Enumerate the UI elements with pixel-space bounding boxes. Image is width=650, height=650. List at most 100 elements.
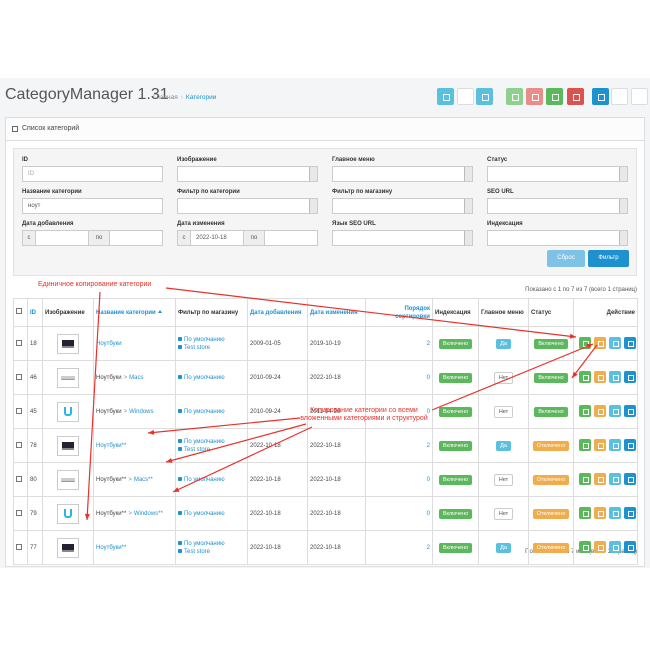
action-button[interactable]: [594, 336, 606, 349]
status-badge[interactable]: Отключено: [532, 440, 570, 451]
checkbox[interactable]: [16, 407, 22, 414]
toolbar-button[interactable]: [506, 88, 523, 105]
indexing-badge[interactable]: Включено: [438, 372, 473, 383]
category-link[interactable]: Macs: [129, 374, 144, 381]
indexing-badge[interactable]: Включено: [438, 508, 473, 519]
checkbox[interactable]: [16, 339, 22, 346]
indexing-badge[interactable]: Включено: [438, 542, 473, 553]
menu-badge[interactable]: Нет: [493, 507, 514, 520]
status-badge[interactable]: Включено: [534, 372, 568, 383]
action-button[interactable]: [624, 540, 636, 553]
action-button[interactable]: [594, 506, 606, 519]
store-link[interactable]: По умолчанию: [178, 476, 245, 484]
status-badge[interactable]: Отключено: [532, 508, 570, 519]
action-button[interactable]: [624, 438, 636, 451]
toolbar-button[interactable]: [631, 88, 648, 105]
reset-button[interactable]: Сброс: [547, 250, 585, 267]
menu-badge[interactable]: Нет: [493, 371, 514, 384]
action-button[interactable]: [609, 438, 621, 451]
checkbox[interactable]: [16, 475, 22, 482]
select-input[interactable]: [487, 198, 628, 214]
checkbox[interactable]: [16, 509, 22, 516]
action-button[interactable]: [609, 404, 621, 417]
checkbox[interactable]: [16, 308, 22, 314]
menu-badge[interactable]: Да: [496, 338, 511, 349]
status-badge[interactable]: Отключено: [532, 474, 570, 485]
store-link[interactable]: По умолчанию: [178, 336, 245, 344]
sort-link[interactable]: Дата изменения: [310, 309, 358, 316]
indexing-badge[interactable]: Включено: [438, 406, 473, 417]
action-button[interactable]: [609, 472, 621, 485]
store-link[interactable]: Test store: [178, 548, 245, 556]
date-input[interactable]: [264, 230, 318, 246]
select-input[interactable]: [177, 198, 318, 214]
action-button[interactable]: [579, 404, 591, 417]
indexing-badge[interactable]: Включено: [438, 440, 473, 451]
select-input[interactable]: [332, 230, 473, 246]
select-input[interactable]: [487, 166, 628, 182]
category-link[interactable]: Windows**: [133, 510, 163, 517]
action-button[interactable]: [594, 404, 606, 417]
toolbar-button[interactable]: [437, 88, 454, 105]
toolbar-button[interactable]: [567, 88, 584, 105]
action-button[interactable]: [624, 336, 636, 349]
action-button[interactable]: [579, 506, 591, 519]
toolbar-button[interactable]: [592, 88, 609, 105]
category-link[interactable]: Ноутбуки**: [96, 442, 127, 449]
action-button[interactable]: [579, 370, 591, 383]
category-link[interactable]: Windows: [129, 408, 154, 415]
action-button[interactable]: [579, 540, 591, 553]
text-input[interactable]: ID: [22, 166, 163, 182]
menu-badge[interactable]: Нет: [493, 473, 514, 486]
sort-link[interactable]: Дата добавления: [250, 309, 302, 316]
store-link[interactable]: По умолчанию: [178, 374, 245, 382]
category-link[interactable]: Macs**: [133, 476, 153, 483]
indexing-badge[interactable]: Включено: [438, 338, 473, 349]
toolbar-button[interactable]: [526, 88, 543, 105]
status-badge[interactable]: Включено: [534, 338, 568, 349]
checkbox[interactable]: [16, 543, 22, 550]
status-badge[interactable]: Включено: [534, 406, 568, 417]
action-button[interactable]: [624, 404, 636, 417]
category-link[interactable]: Ноутбуки: [96, 340, 122, 347]
filter-button[interactable]: Фильтр: [588, 250, 629, 267]
store-link[interactable]: По умолчанию: [178, 510, 245, 518]
action-button[interactable]: [594, 438, 606, 451]
action-button[interactable]: [594, 540, 606, 553]
action-button[interactable]: [609, 370, 621, 383]
action-button[interactable]: [594, 472, 606, 485]
store-link[interactable]: Test store: [178, 446, 245, 454]
store-link[interactable]: По умолчанию: [178, 438, 245, 446]
category-link[interactable]: Ноутбуки**: [96, 544, 127, 551]
sort-link[interactable]: ID: [30, 309, 36, 316]
store-link[interactable]: Test store: [178, 344, 245, 352]
action-button[interactable]: [624, 472, 636, 485]
date-input[interactable]: [35, 230, 89, 246]
action-button[interactable]: [609, 506, 621, 519]
action-button[interactable]: [579, 472, 591, 485]
toolbar-button[interactable]: [611, 88, 628, 105]
date-input[interactable]: [109, 230, 163, 246]
action-button[interactable]: [579, 336, 591, 349]
action-button[interactable]: [609, 540, 621, 553]
indexing-badge[interactable]: Включено: [438, 474, 473, 485]
status-badge[interactable]: Отключено: [532, 542, 570, 553]
select-input[interactable]: [332, 198, 473, 214]
action-button[interactable]: [579, 438, 591, 451]
select-input[interactable]: [177, 166, 318, 182]
sort-link[interactable]: Название категории: [96, 310, 162, 316]
checkbox[interactable]: [16, 441, 22, 448]
menu-badge[interactable]: Нет: [493, 405, 514, 418]
text-input[interactable]: ноут: [22, 198, 163, 214]
store-link[interactable]: По умолчанию: [178, 540, 245, 548]
breadcrumb-link[interactable]: Категории: [178, 94, 217, 101]
date-input[interactable]: 2022-10-18: [190, 230, 244, 246]
toolbar-button[interactable]: [476, 88, 493, 105]
store-link[interactable]: По умолчанию: [178, 408, 245, 416]
sort-link[interactable]: Порядок сортировки: [395, 305, 430, 320]
select-input[interactable]: [332, 166, 473, 182]
checkbox[interactable]: [16, 373, 22, 380]
action-button[interactable]: [609, 336, 621, 349]
breadcrumb-link[interactable]: Главная: [153, 94, 178, 101]
action-button[interactable]: [624, 506, 636, 519]
